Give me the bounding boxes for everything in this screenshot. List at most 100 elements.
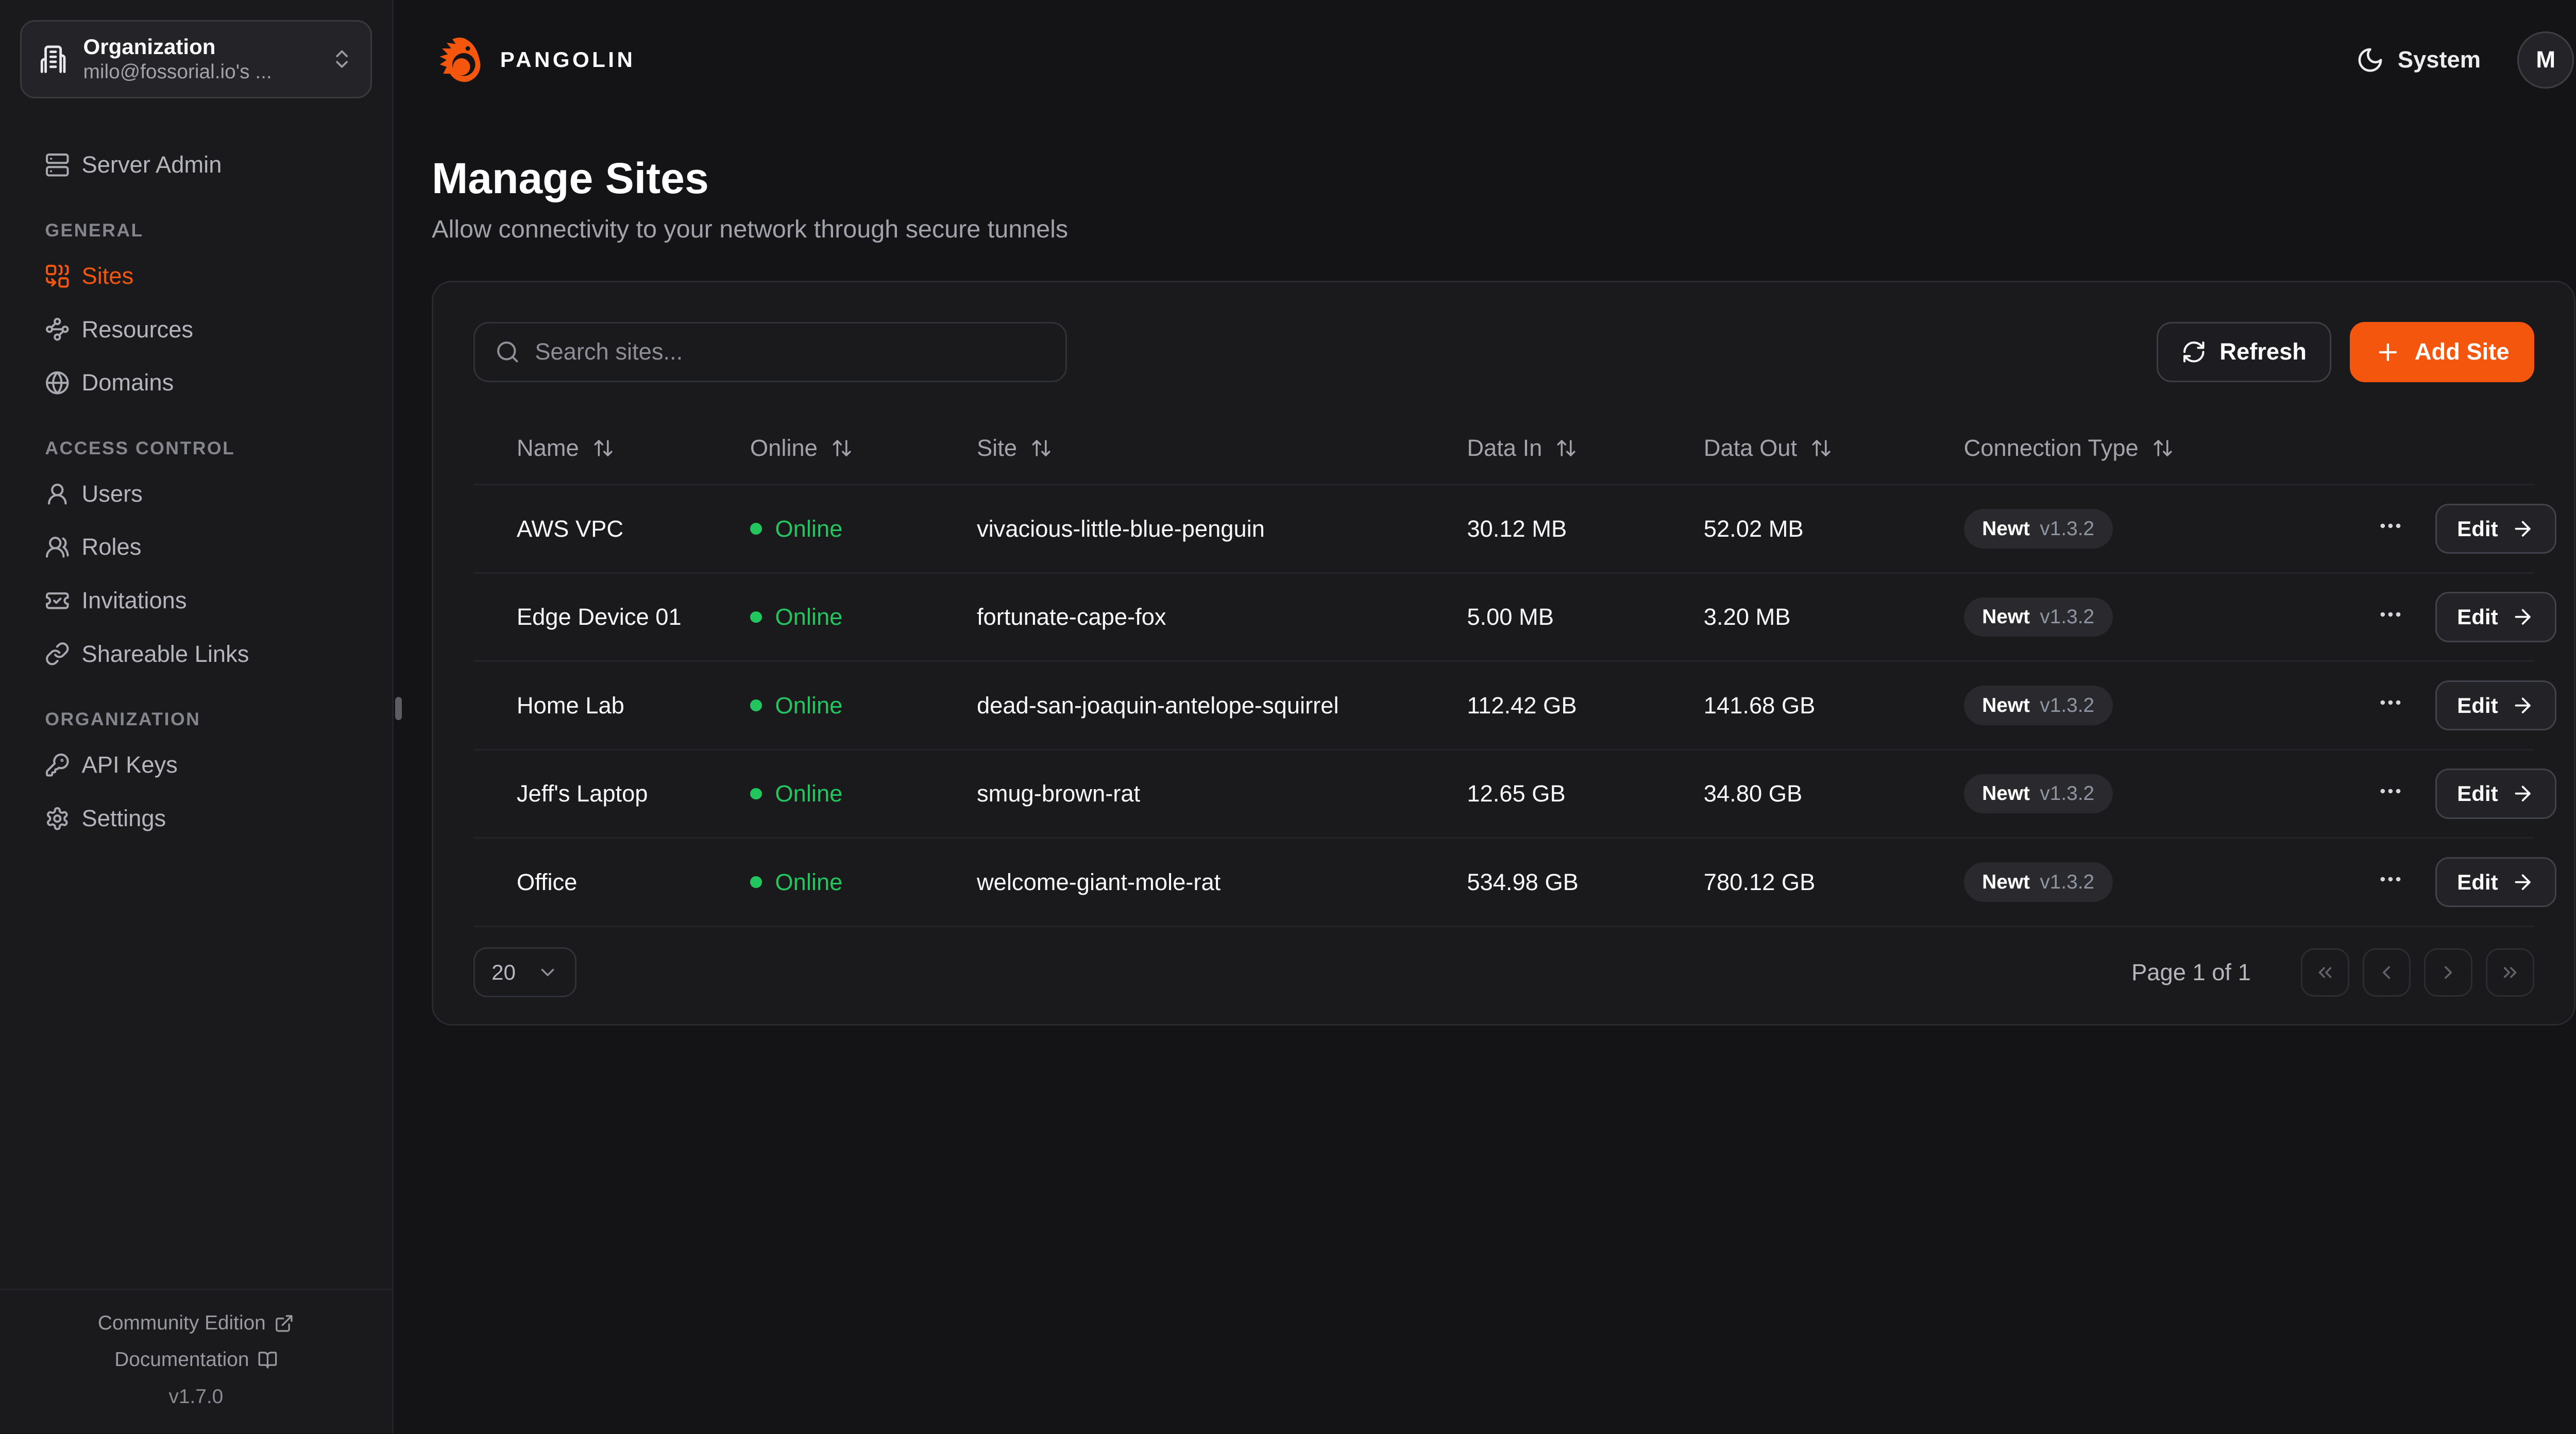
pagination-bar: 20 Page 1 of 1 — [473, 947, 2534, 998]
cell-online-status: Online — [707, 692, 934, 719]
sidebar-item-server-admin[interactable]: Server Admin — [20, 139, 372, 192]
last-page-button[interactable] — [2485, 948, 2534, 997]
cell-name: Home Lab — [516, 692, 624, 719]
chevrons-right-icon — [2499, 962, 2521, 983]
sidebar-scrollbar-thumb[interactable] — [395, 696, 402, 720]
table-row-edge-device-01: Edge Device 01 Online fortunate-cape-fox 5.… — [473, 574, 2556, 662]
column-header-label: Site — [976, 434, 1018, 461]
sort-icon — [1555, 437, 1577, 459]
next-page-button[interactable] — [2424, 948, 2473, 997]
sort-icon — [1810, 437, 1832, 459]
refresh-button[interactable]: Refresh — [2156, 322, 2332, 382]
sidebar-item-resources[interactable]: Resources — [20, 303, 372, 356]
column-header-label: Connection Type — [1963, 434, 2139, 461]
page-size-select[interactable]: 20 — [473, 947, 577, 998]
sidebar-item-api-keys[interactable]: API Keys — [20, 738, 372, 792]
edit-button[interactable]: Edit — [2435, 503, 2556, 554]
cell-data-out: 3.20 MB — [1703, 604, 1791, 630]
sidebar-item-label: Roles — [81, 534, 142, 560]
community-edition-link[interactable]: Community Edition — [0, 1305, 392, 1342]
sidebar-item-shareable-links[interactable]: Shareable Links — [20, 627, 372, 681]
row-actions-button[interactable] — [2374, 863, 2408, 902]
row-actions-button[interactable] — [2374, 598, 2408, 637]
sidebar-item-label: Settings — [81, 805, 166, 831]
page-subtitle: Allow connectivity to your network throu… — [432, 215, 1069, 244]
cell-connection-type: Newt v1.3.2 — [1920, 862, 2330, 902]
edit-button[interactable]: Edit — [2435, 857, 2556, 908]
previous-page-button[interactable] — [2362, 948, 2411, 997]
sidebar-footer: Community Edition Documentation v1.7.0 — [0, 1288, 392, 1433]
cell-data-in: 112.42 GB — [1467, 692, 1577, 719]
column-header-data-out[interactable]: Data Out — [1660, 435, 1921, 462]
avatar-initial: M — [2536, 46, 2556, 73]
search-input[interactable] — [535, 338, 1045, 366]
sidebar-item-roles[interactable]: Roles — [20, 521, 372, 574]
ellipsis-icon — [2377, 689, 2404, 716]
brand: PANGOLIN — [432, 32, 635, 88]
edit-button[interactable]: Edit — [2435, 592, 2556, 642]
sort-icon — [831, 437, 853, 459]
sidebar-item-sites[interactable]: Sites — [20, 249, 372, 303]
globe-icon — [45, 370, 70, 396]
column-header-label: Data Out — [1703, 434, 1798, 461]
cell-data-in: 30.12 MB — [1467, 515, 1567, 542]
pager-right: Page 1 of 1 — [2131, 948, 2534, 997]
theme-toggle-button[interactable]: System — [2356, 46, 2481, 74]
edit-button[interactable]: Edit — [2435, 769, 2556, 819]
chevron-down-icon — [537, 962, 558, 983]
column-header-site[interactable]: Site — [934, 435, 1423, 462]
first-page-button[interactable] — [2300, 948, 2349, 997]
column-header-online[interactable]: Online — [707, 435, 934, 462]
cell-online-status: Online — [707, 780, 934, 807]
search-icon — [495, 339, 520, 365]
cell-actions: Edit — [2331, 592, 2573, 642]
book-open-icon — [258, 1350, 278, 1370]
cell-connection-type: Newt v1.3.2 — [1920, 774, 2330, 814]
column-header-data-in[interactable]: Data In — [1423, 435, 1660, 462]
connection-type-name: Newt — [1982, 606, 2030, 628]
connection-type-name: Newt — [1982, 870, 2030, 893]
sidebar-item-domains[interactable]: Domains — [20, 356, 372, 409]
org-switcher-texts: Organization milo@fossorial.io's ... — [83, 33, 316, 85]
row-actions-button[interactable] — [2374, 774, 2408, 813]
column-header-label: Name — [516, 434, 579, 461]
connection-type-name: Newt — [1982, 694, 2030, 716]
building-icon — [38, 44, 68, 74]
online-dot — [750, 876, 762, 888]
cell-connection-type: Newt v1.3.2 — [1920, 597, 2330, 637]
row-actions-button[interactable] — [2374, 686, 2408, 725]
gear-icon — [45, 806, 70, 831]
cell-actions: Edit — [2331, 503, 2573, 554]
pangolin-logo-icon — [439, 38, 481, 82]
edit-button[interactable]: Edit — [2435, 680, 2556, 731]
edit-label: Edit — [2457, 516, 2498, 541]
cell-data-out: 52.02 MB — [1703, 515, 1804, 542]
sidebar-item-label: Sites — [81, 263, 134, 289]
user-avatar[interactable]: M — [2517, 31, 2574, 89]
row-actions-button[interactable] — [2374, 509, 2408, 549]
sidebar-item-invitations[interactable]: Invitations — [20, 574, 372, 627]
version-label: v1.7.0 — [168, 1386, 224, 1408]
column-header-name[interactable]: Name — [473, 435, 707, 462]
cell-data-out: 34.80 GB — [1703, 780, 1803, 807]
column-header-connection-type[interactable]: Connection Type — [1920, 435, 2330, 462]
online-dot — [750, 523, 762, 535]
add-site-button[interactable]: Add Site — [2349, 322, 2534, 382]
sidebar-item-label: Resources — [81, 316, 194, 343]
chevrons-left-icon — [2314, 962, 2336, 983]
documentation-link[interactable]: Documentation — [0, 1342, 392, 1378]
sidebar-nav: Server Admin GENERAL Sites Resources Domain… — [0, 118, 392, 845]
table-header-row: Name Online Site Data In Data Out Connection … — [473, 412, 2534, 486]
moon-icon — [2356, 46, 2384, 74]
sidebar-item-users[interactable]: Users — [20, 467, 372, 521]
org-switcher[interactable]: Organization milo@fossorial.io's ... — [20, 20, 372, 98]
cell-data-in: 534.98 GB — [1467, 868, 1579, 895]
sidebar-item-settings[interactable]: Settings — [20, 792, 372, 845]
ellipsis-icon — [2377, 513, 2404, 539]
cell-online-status: Online — [707, 604, 934, 630]
external-link-icon — [274, 1313, 294, 1334]
page-title: Manage Sites — [432, 153, 709, 202]
status-label: Online — [775, 515, 843, 542]
edit-label: Edit — [2457, 869, 2498, 894]
